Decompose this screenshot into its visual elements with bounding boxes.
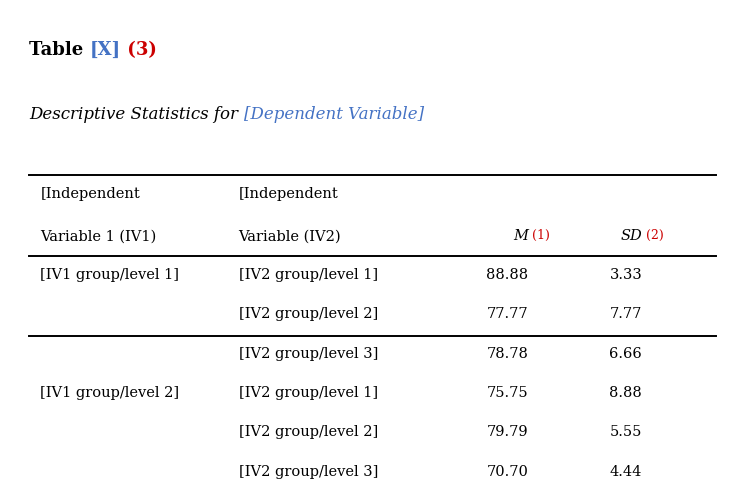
Text: 79.79: 79.79	[487, 425, 528, 439]
Text: Variable (IV2): Variable (IV2)	[239, 229, 341, 243]
Text: [IV2 group/level 3]: [IV2 group/level 3]	[239, 347, 378, 360]
Text: 5.55: 5.55	[610, 425, 642, 439]
Text: [X]: [X]	[90, 41, 121, 59]
Text: 75.75: 75.75	[487, 386, 528, 400]
Text: [Independent: [Independent	[40, 187, 140, 201]
Text: 78.78: 78.78	[487, 347, 528, 360]
Text: 3.33: 3.33	[609, 268, 642, 282]
Text: (1): (1)	[532, 229, 550, 242]
Text: [IV2 group/level 1]: [IV2 group/level 1]	[239, 386, 378, 400]
Text: [IV2 group/level 2]: [IV2 group/level 2]	[239, 307, 378, 321]
Text: [IV1 group/level 2]: [IV1 group/level 2]	[40, 386, 180, 400]
Text: Table: Table	[29, 41, 90, 59]
Text: [IV2 group/level 3]: [IV2 group/level 3]	[239, 465, 378, 479]
Text: [Independent: [Independent	[239, 187, 338, 201]
Text: [IV2 group/level 2]: [IV2 group/level 2]	[239, 425, 378, 439]
Text: M: M	[514, 229, 528, 243]
Text: [IV1 group/level 1]: [IV1 group/level 1]	[40, 268, 179, 282]
Text: 7.77: 7.77	[610, 307, 642, 321]
Text: Descriptive Statistics for: Descriptive Statistics for	[29, 106, 244, 122]
Text: SD: SD	[620, 229, 642, 243]
Text: 88.88: 88.88	[487, 268, 528, 282]
Text: 70.70: 70.70	[487, 465, 528, 479]
Text: 4.44: 4.44	[610, 465, 642, 479]
Text: 8.88: 8.88	[609, 386, 642, 400]
Text: (2): (2)	[646, 229, 664, 242]
Text: (3): (3)	[121, 41, 157, 59]
Text: 77.77: 77.77	[487, 307, 528, 321]
Text: [IV2 group/level 1]: [IV2 group/level 1]	[239, 268, 378, 282]
Text: Variable 1 (IV1): Variable 1 (IV1)	[40, 229, 156, 243]
Text: 6.66: 6.66	[609, 347, 642, 360]
Text: [Dependent Variable]: [Dependent Variable]	[244, 106, 424, 122]
